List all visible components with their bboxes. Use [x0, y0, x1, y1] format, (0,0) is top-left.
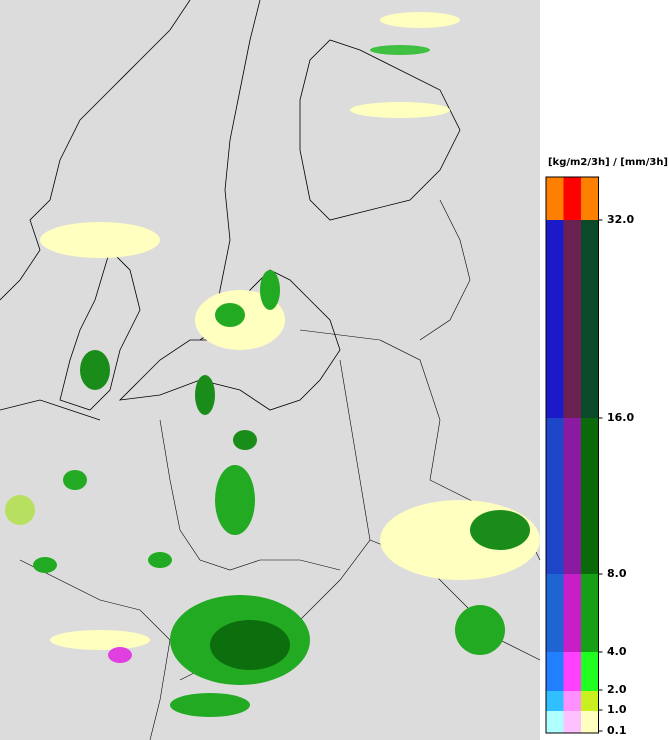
legend-swatch	[546, 652, 564, 691]
legend-swatch	[581, 652, 599, 691]
legend-swatch	[563, 652, 581, 691]
legend-swatch	[563, 574, 581, 652]
legend-frame	[545, 176, 599, 734]
legend-swatch	[581, 177, 599, 220]
legend-swatch	[581, 691, 599, 711]
legend-swatch	[563, 220, 581, 418]
legend-label: 4.0	[607, 645, 627, 658]
coastlines	[0, 0, 461, 421]
legend-label: 32.0	[607, 213, 634, 226]
legend-swatch	[563, 711, 581, 733]
legend-swatch	[581, 220, 599, 418]
legend-label: 8.0	[607, 567, 627, 580]
legend-swatch	[563, 418, 581, 574]
legend-swatch	[546, 574, 564, 652]
legend-swatch	[581, 418, 599, 574]
legend-swatch	[546, 418, 564, 574]
legend-unit: [kg/m2/3h] / [mm/3h]	[548, 157, 668, 168]
legend-swatch	[546, 177, 564, 220]
legend-label: 1.0	[607, 703, 627, 716]
legend-swatch	[546, 691, 564, 711]
legend-label: 2.0	[607, 683, 627, 696]
precipitation	[5, 12, 540, 717]
legend-label: 0.1	[607, 724, 627, 737]
legend-swatch	[563, 177, 581, 220]
legend-swatch	[563, 691, 581, 711]
legend-swatch	[546, 220, 564, 418]
legend: 32.0 16.0 8.0 4.0 2.0 1.0 0.1	[545, 176, 634, 737]
legend-swatch	[546, 711, 564, 733]
legend-swatch	[581, 711, 599, 733]
legend-label: 16.0	[607, 411, 634, 424]
legend-swatch	[581, 574, 599, 652]
